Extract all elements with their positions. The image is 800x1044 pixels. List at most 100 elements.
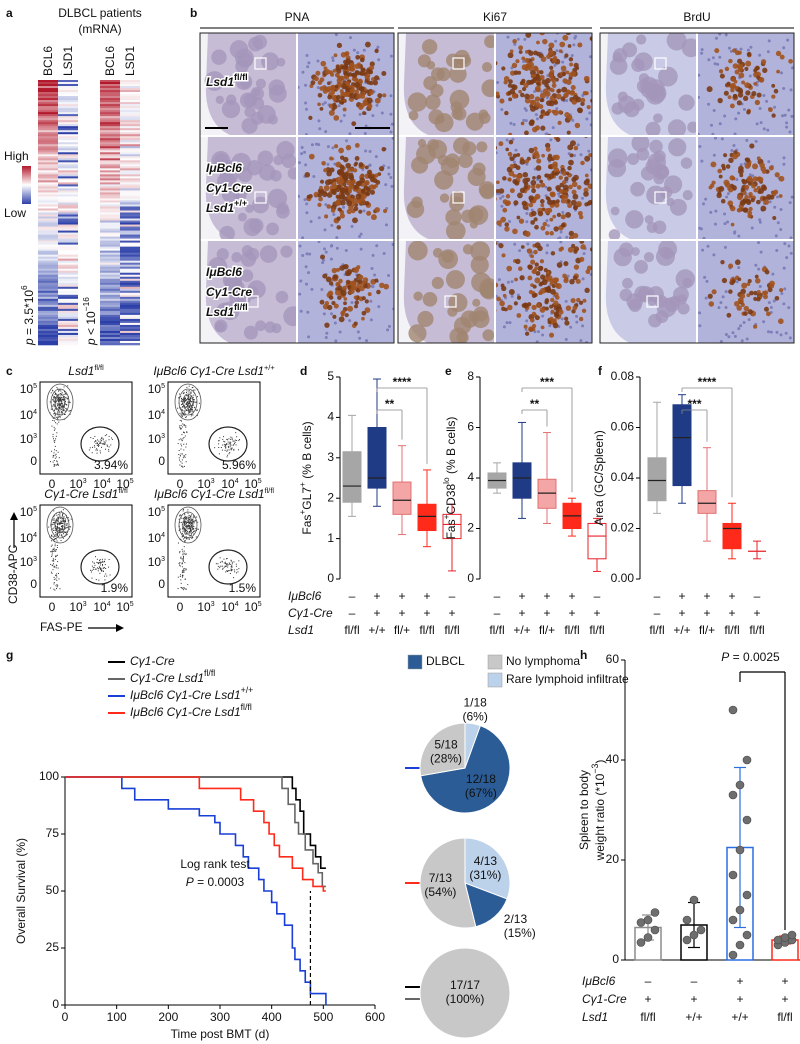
event: [66, 523, 67, 524]
cell-dot: [743, 108, 746, 111]
cell-dot: [754, 264, 757, 267]
heatmap-cell: [120, 104, 140, 106]
heatmap-cell: [120, 178, 140, 180]
cell-dot: [746, 338, 749, 341]
event: [180, 461, 181, 462]
genotype-value: –: [645, 974, 652, 988]
event: [57, 555, 58, 556]
text-part: 4: [107, 601, 111, 608]
event: [193, 517, 194, 518]
heatmap-cell: [38, 142, 58, 144]
stained-dot: [762, 170, 766, 174]
text-part: 5: [33, 383, 37, 390]
heatmap-cell: [38, 92, 58, 94]
event: [183, 560, 184, 561]
stained-dot: [540, 126, 545, 131]
event: [101, 438, 102, 439]
event: [65, 408, 66, 409]
event: [235, 442, 236, 443]
stained-dot: [355, 193, 361, 199]
heatmap-cell: [58, 331, 78, 333]
stained-dot: [528, 264, 533, 269]
heatmap-cell: [38, 188, 58, 190]
heatmap-cell: [58, 190, 78, 192]
cell-dot: [719, 122, 722, 125]
event: [181, 445, 182, 446]
follicle: [244, 94, 257, 107]
text-part: (% B cells): [444, 417, 458, 478]
heatmap-cell: [100, 106, 120, 108]
heatmap-cell: [58, 257, 78, 259]
heatmap-cell: [100, 100, 120, 102]
follicle: [646, 85, 666, 105]
heatmap-cell: [100, 202, 120, 204]
heatmap-cell: [38, 90, 58, 92]
significance-label: **: [530, 397, 540, 411]
event: [195, 528, 196, 529]
stained-dot: [559, 42, 565, 48]
event: [105, 443, 106, 444]
event: [191, 392, 192, 393]
event: [58, 521, 59, 522]
follicle: [612, 52, 622, 62]
event: [227, 444, 228, 445]
stained-dot: [534, 153, 540, 159]
heatmap-cell: [100, 154, 120, 156]
follicle: [422, 39, 437, 54]
heatmap-cell: [38, 259, 58, 261]
cell-dot: [760, 121, 763, 124]
cell-dot: [781, 114, 784, 117]
stained-dot: [506, 194, 510, 198]
stained-dot: [348, 72, 353, 77]
event: [94, 567, 95, 568]
cell-dot: [523, 38, 526, 41]
stained-dot: [554, 226, 559, 231]
event: [182, 571, 183, 572]
stained-dot: [717, 191, 721, 195]
stained-dot: [544, 208, 550, 214]
event: [105, 449, 106, 450]
event: [239, 439, 240, 440]
follicle: [243, 218, 261, 236]
heatmap-cell: [120, 122, 140, 124]
event: [90, 570, 91, 571]
stained-dot: [551, 251, 555, 255]
event: [95, 569, 96, 570]
data-point: [651, 926, 659, 934]
legend-label: Cγ1-Cre: [130, 654, 175, 668]
event: [61, 406, 62, 407]
event: [65, 414, 66, 415]
heatmap-cell: [38, 307, 58, 309]
stained-dot: [766, 311, 771, 316]
event: [185, 533, 186, 534]
event: [234, 569, 235, 570]
stained-dot: [753, 82, 757, 86]
cell-dot: [741, 339, 744, 342]
event: [179, 450, 180, 451]
follicle: [408, 92, 427, 111]
annotation: Log rank test: [180, 857, 250, 871]
event: [219, 437, 220, 438]
event: [53, 397, 54, 398]
heatmap-cell: [100, 168, 120, 170]
text-part: 3: [161, 433, 165, 440]
event: [230, 444, 231, 445]
heatmap-cell: [120, 172, 140, 174]
data-point: [637, 939, 645, 947]
heatmap-cell: [120, 142, 140, 144]
event: [226, 451, 227, 452]
text-part: 10: [20, 432, 34, 446]
heatmap-cell: [120, 287, 140, 289]
event: [184, 528, 185, 529]
event: [186, 569, 187, 570]
heatmap-cell: [58, 148, 78, 150]
event: [190, 523, 191, 524]
y-tick-label: 0.00: [611, 571, 635, 585]
stained-dot: [545, 231, 549, 235]
micrograph: [297, 33, 394, 136]
event: [60, 399, 61, 400]
follicle: [647, 153, 665, 171]
cell-dot: [785, 332, 788, 335]
heatmap-cell: [100, 120, 120, 122]
stained-dot: [554, 155, 560, 161]
